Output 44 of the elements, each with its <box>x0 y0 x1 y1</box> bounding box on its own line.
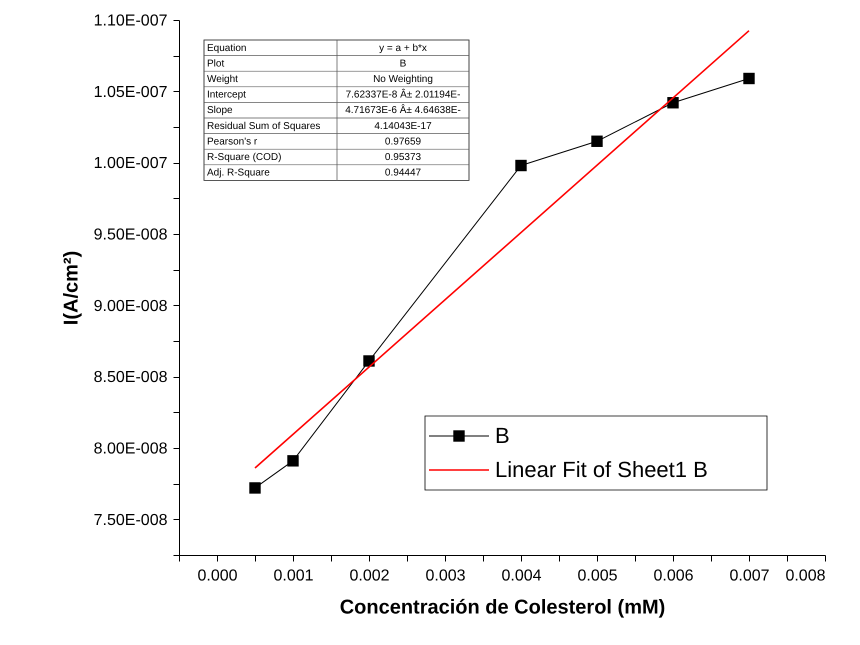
annotation: 7.62337E-8 Â± 2.01194E- <box>346 88 460 101</box>
y-tick-label: 1.00E-007 <box>94 155 168 172</box>
x-tick-label: 0.007 <box>729 568 770 584</box>
annotation: y = a + b*x <box>379 42 427 54</box>
annotation: Slope <box>207 105 234 116</box>
annotation: Weight <box>207 74 238 85</box>
annotation: Intercept <box>207 90 246 101</box>
point <box>287 455 299 467</box>
x-tick-label: 0.003 <box>425 568 466 584</box>
point <box>743 72 755 84</box>
x-tick-label: 0.008 <box>785 568 826 584</box>
y-tick-label: 1.05E-007 <box>94 84 168 101</box>
legend-label: Linear Fit of Sheet1 B <box>495 457 708 482</box>
annotation: Pearson's r <box>207 136 258 148</box>
y-tick-label: 9.00E-008 <box>94 298 168 315</box>
point <box>249 482 261 494</box>
annotation: Plot <box>207 58 224 70</box>
y-tick-label: 8.50E-008 <box>94 369 168 386</box>
x-tick-label: 0.001 <box>273 568 314 584</box>
point <box>591 136 603 147</box>
y-tick-label: 7.50E-008 <box>94 512 168 529</box>
annotation: 0.97659 <box>384 136 422 148</box>
x-tick-label: 0.002 <box>349 568 390 584</box>
x-tick-label: 0.005 <box>577 568 618 584</box>
y-axis-title: I(A/cm²) <box>60 250 83 326</box>
annotation: 4.14043E-17 <box>374 120 432 132</box>
annotation: 0.95373 <box>384 152 422 163</box>
annotation: B <box>400 58 407 70</box>
annotation: Adj. R-Square <box>207 168 270 179</box>
annotation: No Weighting <box>373 74 433 85</box>
x-axis-title: Concentración de Colesterol (mM) <box>340 596 666 618</box>
x-tick-label: 0.004 <box>501 568 542 584</box>
annotation: Residual Sum of Squares <box>207 120 320 132</box>
y-tick-label: 8.00E-008 <box>94 440 168 458</box>
legend-label: B <box>495 423 510 448</box>
y-tick-label: 9.50E-008 <box>94 226 168 244</box>
annotation: R-Square (COD) <box>207 152 282 163</box>
annotation: 4.71673E-6 Â± 4.64638E- <box>345 104 461 116</box>
x-tick-label: 0.006 <box>653 568 694 584</box>
x-tick-label: 0.000 <box>197 568 238 584</box>
annotation: Equation <box>207 42 246 54</box>
annotation: 0.94447 <box>384 168 422 179</box>
point <box>515 160 527 172</box>
y-tick-label: 1.10E-007 <box>94 12 168 30</box>
